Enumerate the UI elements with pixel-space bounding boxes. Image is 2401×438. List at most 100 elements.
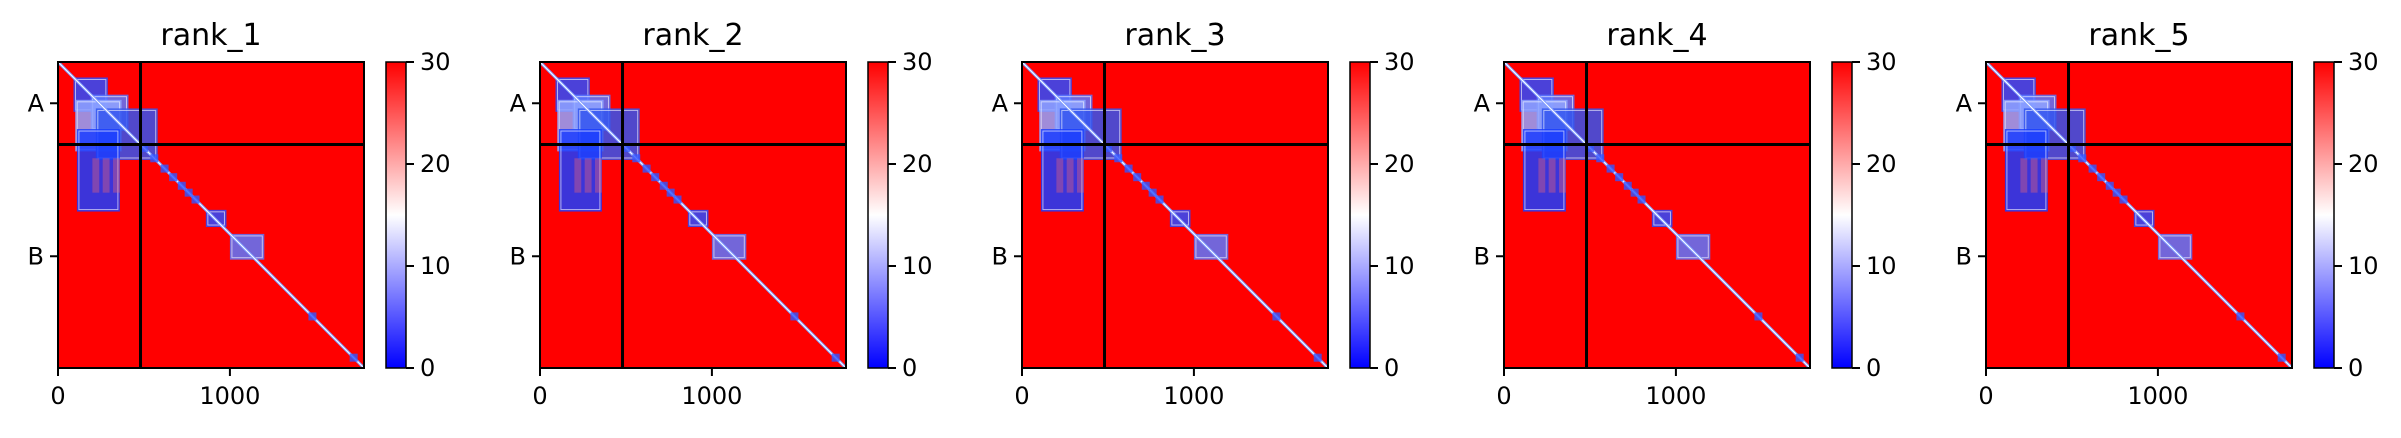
diagonal-feature xyxy=(632,154,641,163)
cross-chain-stripe xyxy=(1548,158,1556,193)
diagonal-feature xyxy=(2112,188,2121,197)
diagonal-feature xyxy=(2236,312,2245,321)
panel-rank-1: rank_1 A B 0 1000 0 10 20 30 xyxy=(28,18,451,410)
y-tick-label: A xyxy=(1474,89,1491,117)
x-tick-label: 1000 xyxy=(681,382,742,410)
diagonal-feature xyxy=(651,173,660,182)
colorbar-tick-label: 30 xyxy=(420,48,451,76)
diagonal-feature xyxy=(1103,143,1112,152)
low-error-block-texture xyxy=(689,211,707,226)
colorbar-tick-label: 20 xyxy=(1384,150,1415,178)
diagonal-feature xyxy=(1754,312,1763,321)
diagonal-feature xyxy=(659,181,668,190)
cross-chain-stripe xyxy=(1559,158,1566,193)
low-error-block xyxy=(1522,129,1566,212)
y-tick-label: A xyxy=(992,89,1009,117)
diagonal-feature xyxy=(184,188,193,197)
diagonal-feature xyxy=(1630,188,1639,197)
panel-rank-4: rank_4 A B 0 1000 0 10 20 30 xyxy=(1474,18,1897,410)
diagonal-feature xyxy=(150,154,159,163)
low-error-block-texture xyxy=(1677,235,1709,259)
panel-rank-2: rank_2 A B 0 1000 0 10 20 30 xyxy=(510,18,933,410)
heatmap xyxy=(538,60,848,370)
colorbar-gradient xyxy=(1831,61,1853,369)
colorbar: 0 10 20 30 xyxy=(1349,48,1415,382)
colorbar-tick-label: 10 xyxy=(1384,252,1415,280)
colorbar-tick-label: 10 xyxy=(2348,252,2379,280)
diagonal-feature xyxy=(177,181,186,190)
cross-chain-stripe xyxy=(574,158,582,193)
heatmap xyxy=(1984,60,2294,370)
diagonal-feature xyxy=(1795,353,1804,362)
colorbar-tick-label: 20 xyxy=(1866,150,1897,178)
diagonal-feature xyxy=(673,195,682,204)
x-tick-label: 1000 xyxy=(2127,382,2188,410)
low-error-block-texture xyxy=(207,211,225,226)
cross-chain-stripe xyxy=(584,158,592,193)
colorbar-tick-label: 0 xyxy=(1384,354,1399,382)
cross-chain-stripe xyxy=(102,158,110,193)
heatmap-frame xyxy=(1985,61,2293,369)
panel-rank-5: rank_5 A B 0 1000 0 10 20 30 xyxy=(1956,18,2379,410)
colorbar-tick-label: 30 xyxy=(1866,48,1897,76)
diagonal-feature xyxy=(1313,353,1322,362)
x-tick-label: 0 xyxy=(532,382,547,410)
diagonal-feature xyxy=(308,312,317,321)
diagonal-feature xyxy=(1141,181,1150,190)
colorbar: 0 10 20 30 xyxy=(2313,48,2379,382)
low-error-block-texture xyxy=(2135,211,2153,226)
diagonal-feature xyxy=(2067,143,2076,152)
diagonal-feature xyxy=(2277,353,2286,362)
heatmap xyxy=(1020,60,1330,370)
panel-title: rank_3 xyxy=(1124,18,1225,53)
cross-chain-stripe xyxy=(1066,158,1074,193)
low-error-block-texture xyxy=(231,235,263,259)
diagonal-feature xyxy=(2105,181,2114,190)
diagonal-feature xyxy=(621,143,630,152)
y-tick-label: B xyxy=(992,242,1008,270)
colorbar-tick-label: 20 xyxy=(902,150,933,178)
y-tick-label: B xyxy=(510,242,526,270)
diagonal-feature xyxy=(2078,154,2087,163)
x-tick-label: 1000 xyxy=(199,382,260,410)
low-error-block-texture xyxy=(2006,130,2047,211)
colorbar-tick-label: 0 xyxy=(2348,354,2363,382)
colorbar-gradient xyxy=(2313,61,2335,369)
colorbar-tick-label: 20 xyxy=(2348,150,2379,178)
colorbar-gradient xyxy=(867,61,889,369)
low-error-block-texture xyxy=(560,130,601,211)
diagonal-feature xyxy=(642,164,651,173)
diagonal-feature xyxy=(1637,195,1646,204)
low-error-block xyxy=(558,129,602,212)
diagonal-feature xyxy=(2119,195,2128,204)
diagonal-feature xyxy=(790,312,799,321)
x-tick-label: 0 xyxy=(1014,382,1029,410)
low-error-block xyxy=(1040,129,1084,212)
cross-chain-stripe xyxy=(595,158,602,193)
diagonal-feature xyxy=(2097,173,2106,182)
panel-rank-3: rank_3 A B 0 1000 0 10 20 30 xyxy=(992,18,1415,410)
cross-chain-stripe xyxy=(2020,158,2028,193)
heatmap-frame xyxy=(57,61,365,369)
panel-title: rank_1 xyxy=(160,18,261,53)
low-error-block xyxy=(76,129,120,212)
colorbar-tick-label: 0 xyxy=(420,354,435,382)
colorbar-tick-label: 30 xyxy=(1384,48,1415,76)
diagonal-feature xyxy=(1114,154,1123,163)
y-tick-label: B xyxy=(1474,242,1490,270)
colorbar-tick-label: 10 xyxy=(902,252,933,280)
panel-title: rank_2 xyxy=(642,18,743,53)
y-tick-label: B xyxy=(28,242,44,270)
low-error-block-texture xyxy=(1171,211,1189,226)
colorbar: 0 10 20 30 xyxy=(1831,48,1897,382)
diagonal-feature xyxy=(1596,154,1605,163)
diagonal-feature xyxy=(1124,164,1133,173)
cross-chain-stripe xyxy=(1538,158,1546,193)
cross-chain-stripe xyxy=(1077,158,1084,193)
low-error-block-texture xyxy=(1195,235,1227,259)
diagonal-feature xyxy=(1623,181,1632,190)
colorbar-tick-label: 10 xyxy=(1866,252,1897,280)
colorbar-tick-label: 10 xyxy=(420,252,451,280)
cross-chain-stripe xyxy=(2030,158,2038,193)
